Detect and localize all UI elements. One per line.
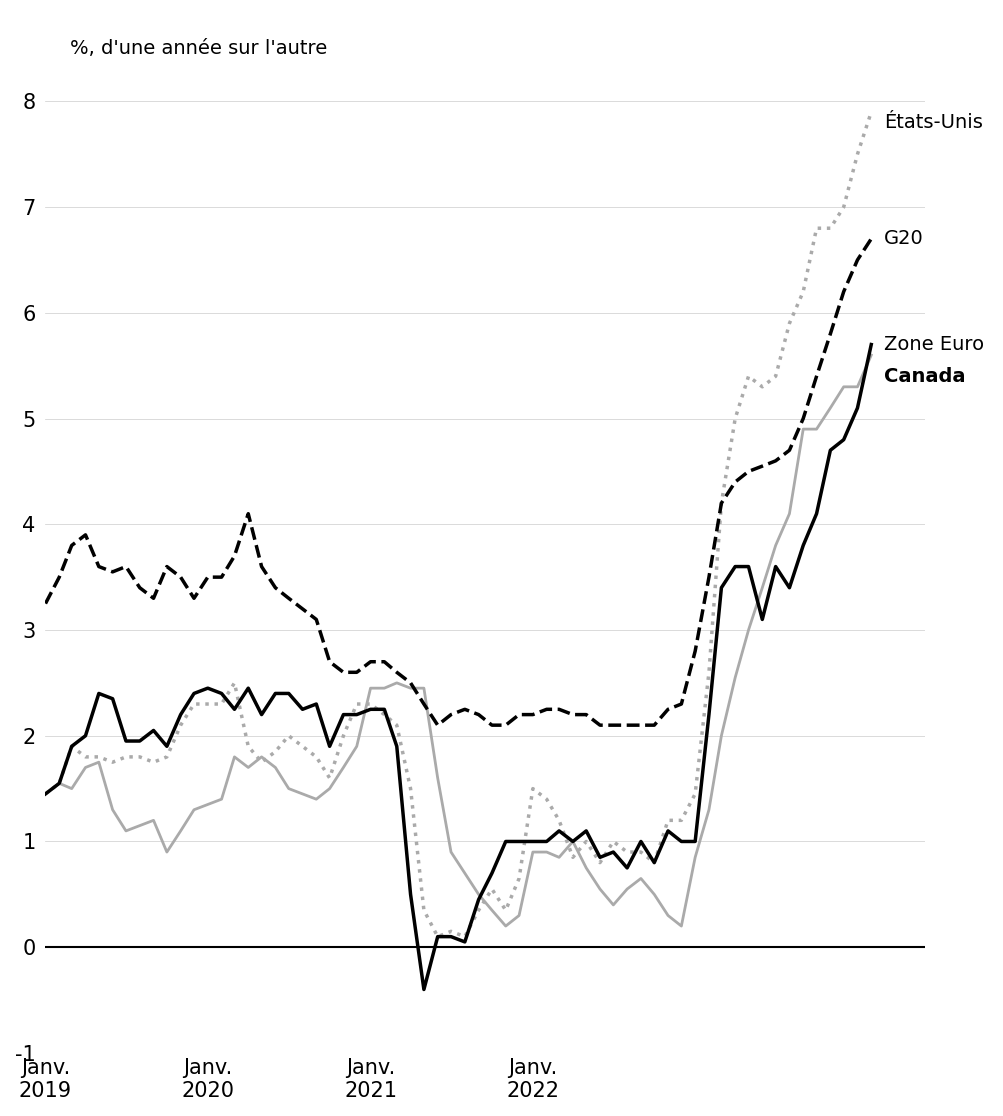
Text: États-Unis: États-Unis	[884, 113, 982, 132]
Text: Zone Euro: Zone Euro	[884, 335, 983, 354]
Text: Canada: Canada	[884, 367, 965, 386]
Text: G20: G20	[884, 229, 923, 248]
Text: %, d'une année sur l'autre: %, d'une année sur l'autre	[70, 39, 327, 58]
